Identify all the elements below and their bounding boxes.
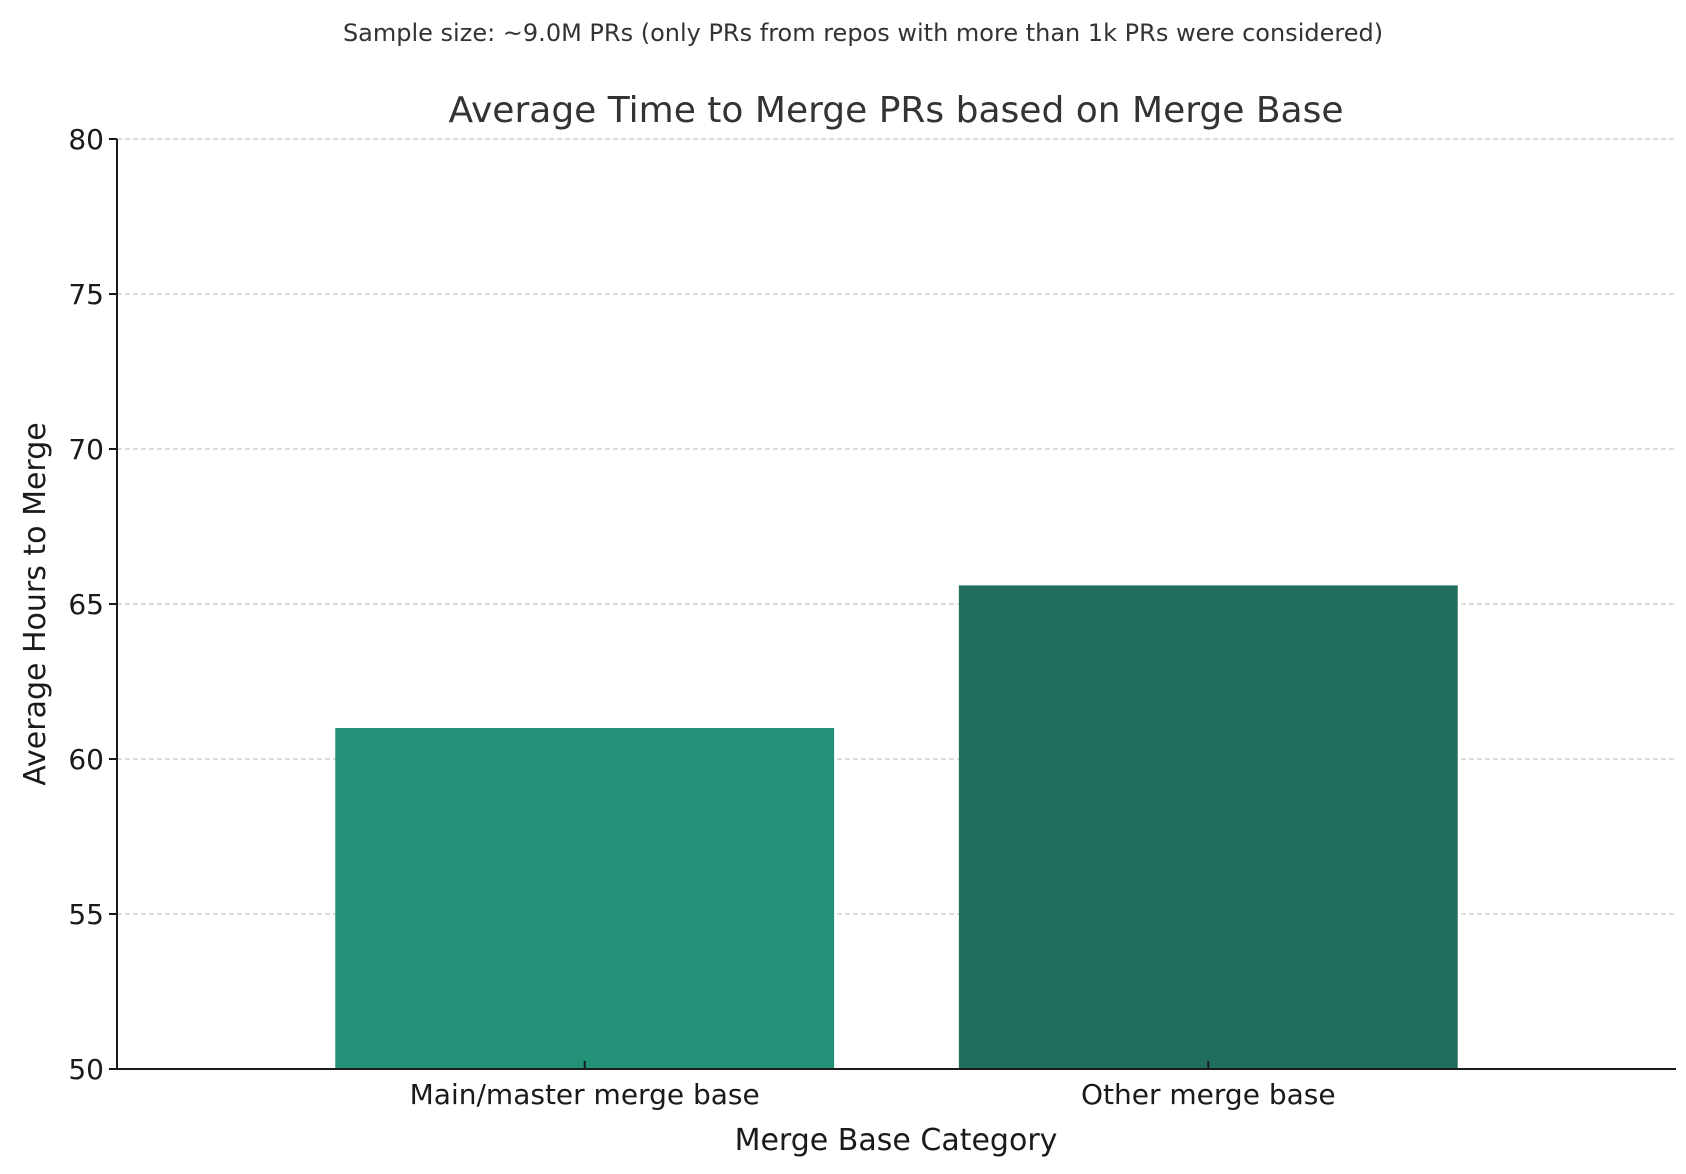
chart-title: Average Time to Merge PRs based on Merge… — [448, 90, 1343, 131]
bars — [335, 585, 1458, 1069]
y-tick-label: 75 — [68, 278, 104, 311]
y-tick-label: 65 — [68, 588, 104, 621]
x-ticks: Main/master merge base Other merge base — [410, 1061, 1336, 1111]
bar-2 — [958, 585, 1458, 1069]
y-tick-label: 80 — [68, 123, 104, 156]
x-tick-label: Other merge base — [1081, 1078, 1336, 1111]
x-axis-label: Merge Base Category — [735, 1123, 1058, 1158]
y-axis-label: Average Hours to Merge — [18, 422, 53, 785]
y-tick-label: 55 — [68, 898, 104, 931]
y-tick-label: 70 — [68, 433, 104, 466]
y-tick-label: 60 — [68, 743, 104, 776]
bar-1 — [335, 728, 835, 1069]
y-tick-label: 50 — [68, 1053, 104, 1086]
x-tick-label: Main/master merge base — [410, 1078, 760, 1111]
chart-subtitle: Sample size: ~9.0M PRs (only PRs from re… — [343, 19, 1383, 47]
y-ticks: 50 55 60 65 70 75 80 — [68, 123, 117, 1086]
